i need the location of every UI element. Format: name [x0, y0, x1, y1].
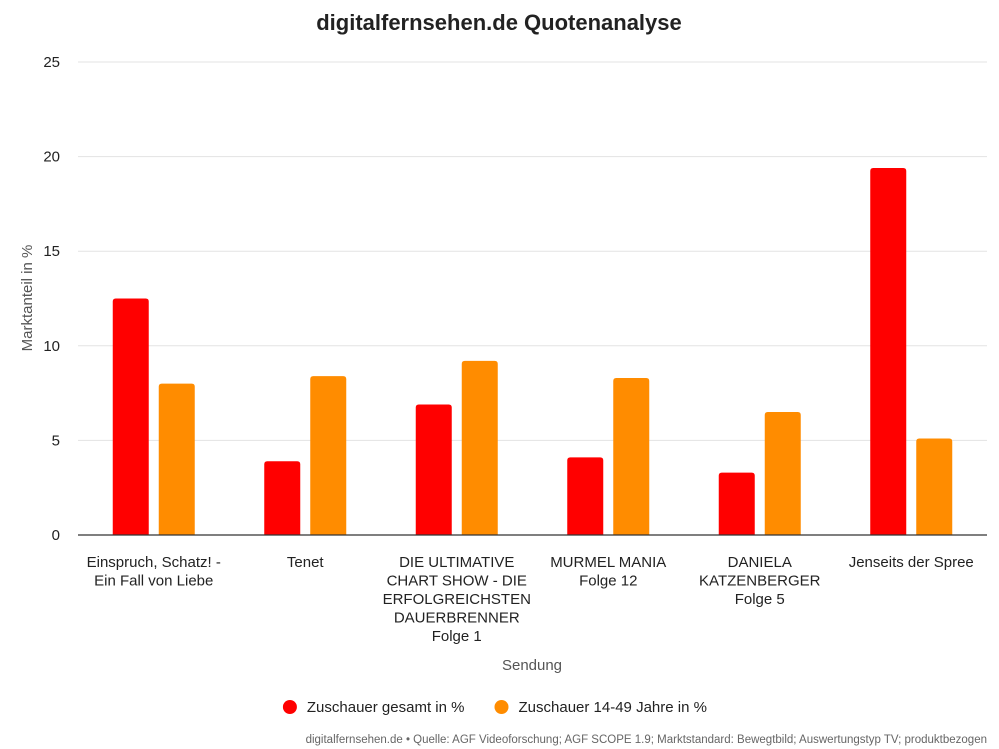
category-label-line: Folge 12 — [579, 573, 637, 590]
x-axis-label: Sendung — [502, 657, 562, 674]
y-tick-label: 20 — [43, 149, 60, 166]
bar-gesamt-5 — [870, 167, 907, 535]
category-label-line: DIE ULTIMATIVE — [399, 554, 514, 571]
bar-14-49-0 — [158, 383, 195, 535]
category-label: DANIELA KATZENBERGER Folge 5 — [699, 554, 821, 608]
bar-14-49-3 — [613, 377, 650, 535]
y-tick-label: 0 — [52, 527, 60, 544]
y-axis-ticks: 0 5 10 15 20 25 — [43, 54, 60, 544]
grid-lines — [78, 61, 987, 441]
category-label: Jenseits der Spree — [849, 554, 974, 571]
x-axis-categories: Einspruch, Schatz! - Ein Fall von Liebe Te… — [87, 554, 974, 645]
legend-label: Zuschauer 14-49 Jahre in % — [519, 699, 707, 716]
category-label-line: ERFOLGREICHSTEN — [383, 591, 531, 608]
category-label-line: CHART SHOW - DIE — [387, 573, 527, 590]
bar-gesamt-4 — [718, 472, 755, 535]
legend-swatch — [282, 700, 297, 714]
bar-14-49-1 — [310, 376, 347, 535]
legend-swatch — [494, 700, 509, 714]
bar-gesamt-1 — [264, 461, 301, 535]
category-label-line: Folge 5 — [735, 591, 785, 608]
bar-14-49-4 — [764, 412, 801, 535]
category-label-line: DAUERBRENNER — [394, 610, 520, 627]
category-label-line: Folge 1 — [432, 628, 482, 645]
bar-gesamt-2 — [415, 404, 452, 535]
category-label: DIE ULTIMATIVE CHART SHOW - DIE ERFOLGREIC… — [383, 554, 531, 645]
legend: Zuschauer gesamt in % Zuschauer 14-49 Jah… — [282, 699, 707, 716]
category-label-line: KATZENBERGER — [699, 573, 821, 590]
chart-title: digitalfernsehen.de Quotenanalyse — [316, 10, 682, 35]
category-label-line: Einspruch, Schatz! - — [87, 554, 221, 571]
y-tick-label: 25 — [43, 54, 60, 71]
category-label-line: DANIELA — [728, 554, 792, 571]
category-label: Einspruch, Schatz! - Ein Fall von Liebe — [87, 554, 221, 590]
y-tick-label: 5 — [52, 432, 60, 449]
category-label-line: MURMEL MANIA — [550, 554, 666, 571]
bar-gesamt-3 — [567, 457, 604, 535]
y-axis-label: Marktanteil in % — [19, 245, 36, 352]
category-label: Tenet — [287, 554, 325, 571]
y-tick-label: 15 — [43, 243, 60, 260]
category-label: MURMEL MANIA Folge 12 — [550, 554, 666, 590]
legend-label: Zuschauer gesamt in % — [307, 699, 465, 716]
bar-gesamt-0 — [112, 298, 149, 535]
source-footer: digitalfernsehen.de • Quelle: AGF Videof… — [306, 734, 987, 746]
bar-14-49-2 — [461, 360, 498, 535]
bar-14-49-5 — [916, 438, 953, 535]
bars — [112, 167, 953, 535]
category-label-line: Tenet — [287, 554, 325, 571]
category-label-line: Ein Fall von Liebe — [94, 573, 213, 590]
y-tick-label: 10 — [43, 338, 60, 355]
category-label-line: Jenseits der Spree — [849, 554, 974, 571]
